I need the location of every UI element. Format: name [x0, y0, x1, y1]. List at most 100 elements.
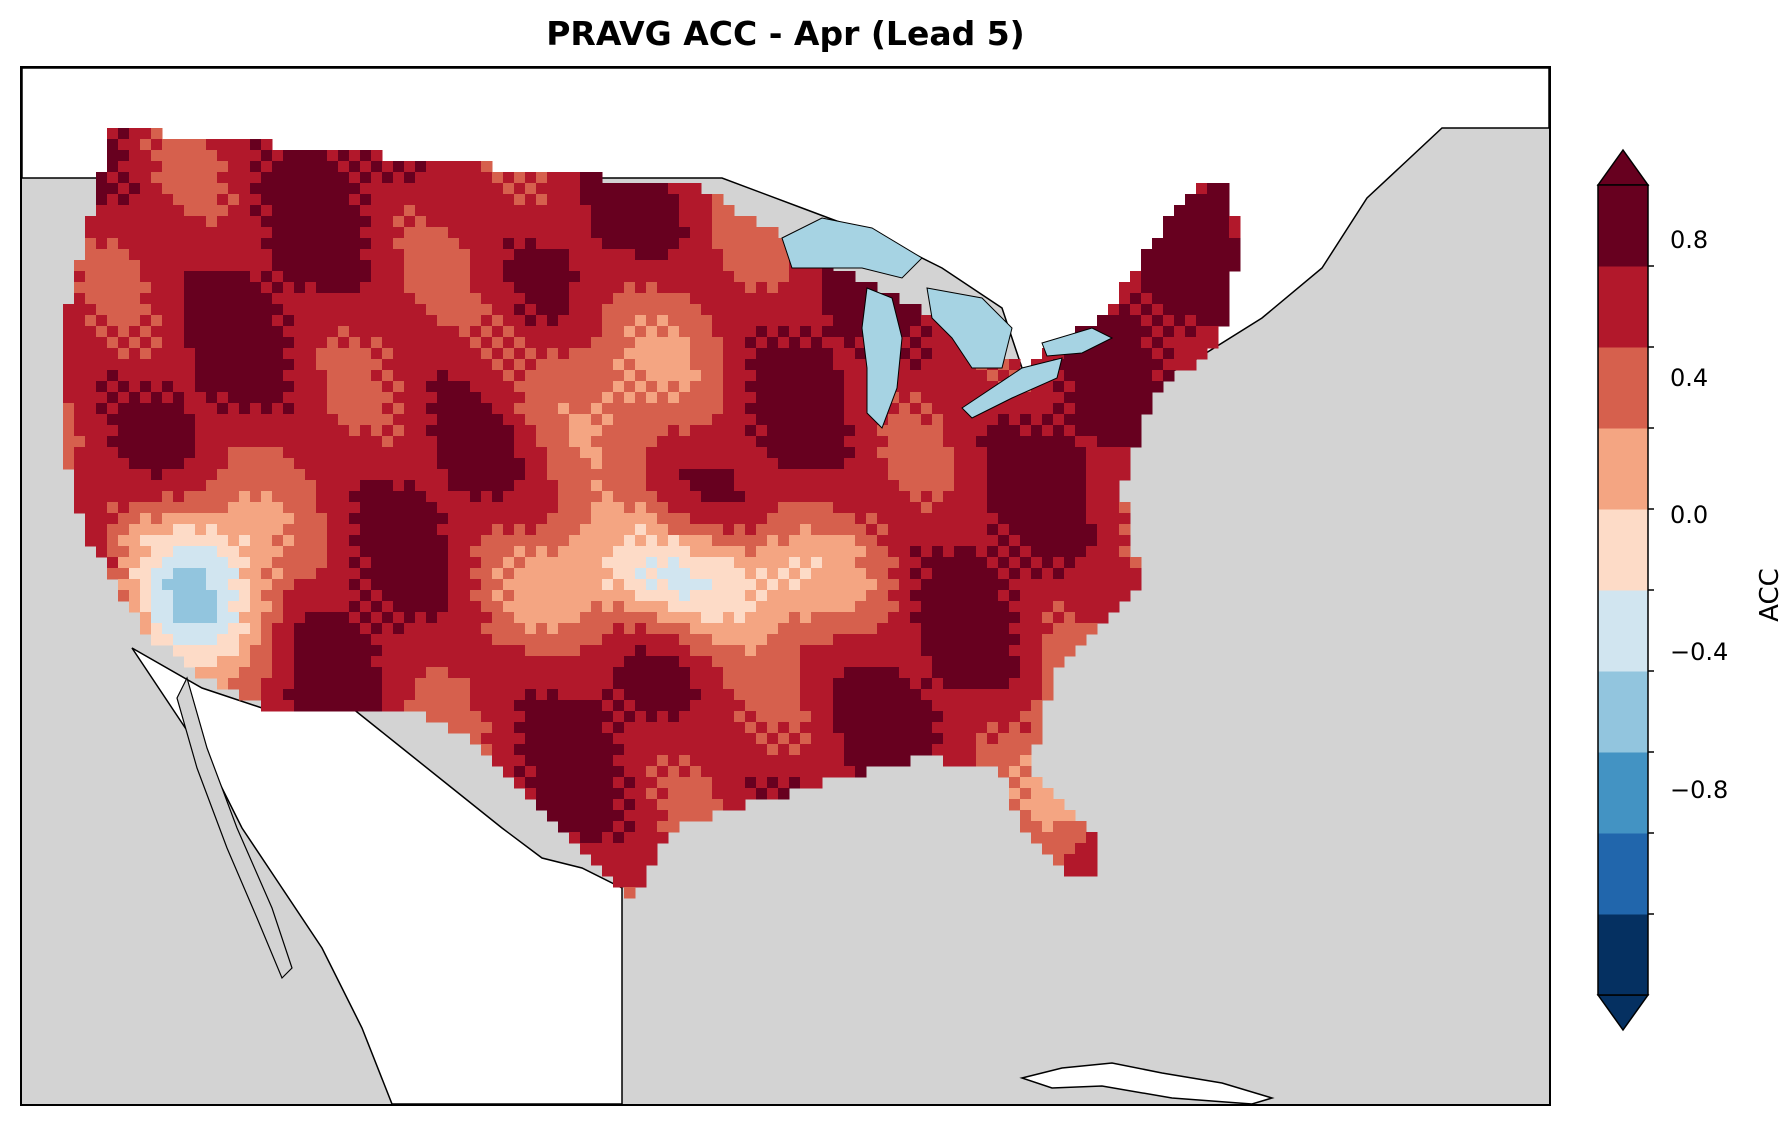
acc-cell [943, 744, 955, 756]
acc-cell [360, 491, 372, 503]
acc-cell [239, 183, 251, 195]
acc-cell [228, 469, 240, 481]
acc-cell [173, 645, 185, 657]
acc-cell [569, 183, 581, 195]
acc-cell [855, 711, 867, 723]
acc-cell [426, 161, 438, 173]
acc-cell [437, 425, 449, 437]
acc-cell [646, 656, 658, 668]
acc-cell [690, 777, 702, 789]
acc-cell [349, 546, 361, 558]
acc-cell [426, 194, 438, 206]
acc-cell [591, 348, 603, 360]
acc-cell [910, 337, 922, 349]
acc-cell [338, 172, 350, 184]
acc-cell [1097, 513, 1109, 525]
acc-cell [800, 744, 812, 756]
acc-cell [536, 524, 548, 536]
acc-cell [998, 755, 1010, 767]
acc-cell [1075, 458, 1087, 470]
acc-cell [954, 645, 966, 657]
acc-cell [569, 227, 581, 239]
acc-cell [1009, 601, 1021, 613]
acc-cell [206, 304, 218, 316]
acc-cell [316, 161, 328, 173]
acc-cell [305, 172, 317, 184]
acc-cell [184, 381, 196, 393]
acc-cell [107, 249, 119, 261]
acc-cell [448, 172, 460, 184]
acc-cell [712, 260, 724, 272]
acc-cell [107, 227, 119, 239]
acc-cell [932, 667, 944, 679]
acc-cell [712, 458, 724, 470]
acc-cell [118, 315, 130, 327]
acc-cell [261, 546, 273, 558]
acc-cell [239, 161, 251, 173]
acc-cell [701, 645, 713, 657]
acc-cell [690, 227, 702, 239]
acc-cell [206, 260, 218, 272]
acc-cell [899, 480, 911, 492]
acc-cell [943, 436, 955, 448]
acc-cell [635, 876, 647, 888]
acc-cell [349, 205, 361, 217]
acc-cell [1009, 634, 1021, 646]
acc-cell [151, 271, 163, 283]
acc-cell [613, 458, 625, 470]
acc-cell [921, 480, 933, 492]
acc-cell [360, 172, 372, 184]
acc-cell [1031, 392, 1043, 404]
acc-cell [327, 161, 339, 173]
acc-cell [382, 645, 394, 657]
acc-cell [184, 645, 196, 657]
acc-cell [976, 513, 988, 525]
acc-cell [998, 722, 1010, 734]
acc-cell [910, 667, 922, 679]
acc-cell [756, 260, 768, 272]
acc-cell [327, 271, 339, 283]
acc-cell [987, 579, 999, 591]
acc-cell [679, 414, 691, 426]
acc-cell [437, 315, 449, 327]
acc-cell [195, 414, 207, 426]
acc-cell [954, 656, 966, 668]
acc-cell [151, 194, 163, 206]
acc-cell [96, 447, 108, 459]
acc-cell [734, 458, 746, 470]
acc-cell [338, 612, 350, 624]
acc-cell [470, 161, 482, 173]
acc-cell [338, 381, 350, 393]
acc-cell [283, 557, 295, 569]
acc-cell [910, 304, 922, 316]
acc-cell [349, 645, 361, 657]
acc-cell [470, 271, 482, 283]
acc-cell [1020, 678, 1032, 690]
acc-cell [195, 469, 207, 481]
acc-cell [723, 502, 735, 514]
acc-cell [305, 414, 317, 426]
acc-cell [1075, 480, 1087, 492]
acc-cell [305, 546, 317, 558]
acc-cell [162, 359, 174, 371]
acc-cell [1064, 359, 1076, 371]
acc-cell [536, 722, 548, 734]
acc-cell [415, 315, 427, 327]
acc-cell [1141, 249, 1153, 261]
acc-cell [393, 194, 405, 206]
acc-cell [591, 436, 603, 448]
acc-cell [646, 458, 658, 470]
acc-cell [1152, 249, 1164, 261]
acc-cell [503, 601, 515, 613]
acc-cell [426, 183, 438, 195]
acc-cell [1053, 469, 1065, 481]
acc-cell [745, 667, 757, 679]
acc-cell [613, 700, 625, 712]
acc-cell [767, 755, 779, 767]
acc-cell [580, 810, 592, 822]
acc-cell [349, 249, 361, 261]
acc-cell [591, 205, 603, 217]
acc-cell [778, 381, 790, 393]
acc-cell [228, 645, 240, 657]
acc-cell [316, 425, 328, 437]
